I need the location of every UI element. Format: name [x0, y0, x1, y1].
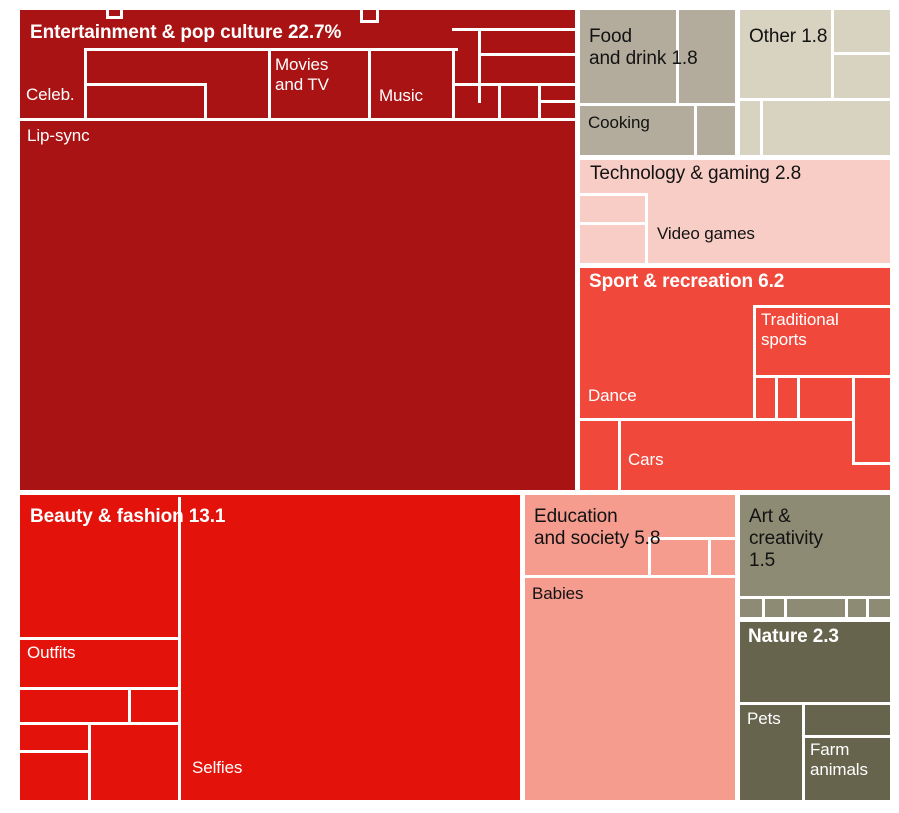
- cell-divider: [84, 83, 207, 86]
- cell-divider: [775, 375, 778, 420]
- cell-divider: [106, 10, 109, 18]
- entertainment-title: Entertainment & pop culture 22.7%: [30, 22, 342, 43]
- selfies-label: Selfies: [192, 758, 243, 777]
- cell-divider: [360, 10, 363, 22]
- cell-divider: [88, 722, 91, 800]
- babies-label: Babies: [532, 584, 584, 603]
- cell-divider: [84, 48, 458, 51]
- group-entertainment-pop-culture: [20, 10, 575, 490]
- cell-divider: [452, 83, 575, 86]
- cell-divider: [802, 702, 805, 800]
- technology-title: Technology & gaming 2.8: [590, 163, 802, 184]
- other-title: Other 1.8: [749, 26, 828, 47]
- cell-divider: [178, 497, 181, 800]
- nature-title: Nature 2.3: [748, 626, 839, 647]
- cell-divider: [753, 305, 756, 420]
- cell-divider: [845, 596, 848, 617]
- food-drink-title: Food and drink 1.8: [589, 26, 698, 70]
- cell-divider: [618, 418, 621, 490]
- cell-divider: [106, 16, 123, 19]
- group-technology-gaming: [580, 160, 890, 263]
- cell-divider: [525, 575, 735, 578]
- group-other: [740, 10, 890, 155]
- cell-divider: [204, 83, 207, 121]
- cell-divider: [648, 537, 735, 540]
- cell-divider: [852, 462, 890, 465]
- cell-divider: [580, 193, 648, 196]
- cell-divider: [368, 48, 371, 121]
- beauty-title: Beauty & fashion 13.1: [30, 506, 226, 527]
- cell-divider: [708, 537, 711, 578]
- cell-divider: [360, 20, 379, 23]
- cell-divider: [740, 98, 890, 101]
- cell-divider: [20, 637, 178, 640]
- cell-divider: [580, 222, 648, 225]
- group-education-society: [525, 495, 735, 800]
- cell-divider: [268, 48, 271, 121]
- education-title: Education and society 5.8: [534, 506, 661, 550]
- cell-divider: [740, 596, 890, 599]
- cell-divider: [120, 10, 123, 18]
- cell-divider: [740, 702, 890, 705]
- group-beauty-fashion: [20, 495, 520, 800]
- cell-divider: [580, 103, 735, 106]
- art-title: Art & creativity 1.5: [749, 506, 823, 572]
- pets-label: Pets: [747, 709, 781, 728]
- group-food-and-drink: [580, 10, 735, 155]
- dance-label: Dance: [588, 386, 637, 405]
- cars-label: Cars: [628, 450, 664, 469]
- sport-title: Sport & recreation 6.2: [589, 271, 785, 292]
- cell-divider: [580, 418, 855, 421]
- group-nature: [740, 622, 890, 800]
- cell-divider: [128, 687, 131, 725]
- cell-divider: [831, 52, 890, 55]
- group-sport-recreation: [580, 268, 890, 490]
- cell-divider: [676, 10, 679, 105]
- farm-animals-label: Farm animals: [810, 740, 868, 779]
- cell-divider: [478, 28, 481, 103]
- music-label: Music: [379, 86, 423, 105]
- cell-divider: [498, 83, 501, 121]
- outfits-label: Outfits: [27, 643, 76, 662]
- cell-divider: [760, 98, 763, 155]
- cooking-label: Cooking: [588, 113, 650, 132]
- cell-divider: [762, 596, 765, 617]
- cell-divider: [753, 375, 890, 378]
- cell-divider: [694, 103, 697, 155]
- cell-divider: [478, 53, 575, 56]
- cell-divider: [376, 10, 379, 22]
- cell-divider: [797, 375, 800, 420]
- cell-divider: [866, 596, 869, 617]
- cell-divider: [538, 100, 575, 103]
- cell-divider: [20, 118, 575, 121]
- cell-divider: [452, 28, 575, 31]
- video-games-label: Video games: [657, 224, 755, 243]
- cell-divider: [20, 750, 88, 753]
- cell-divider: [784, 596, 787, 617]
- cell-divider: [648, 537, 651, 578]
- lipsync-label: Lip-sync: [27, 126, 90, 145]
- celeb-label: Celeb.: [26, 85, 75, 104]
- cell-divider: [831, 10, 834, 100]
- cell-divider: [802, 735, 890, 738]
- cell-divider: [645, 193, 648, 263]
- cell-divider: [20, 687, 178, 690]
- cell-divider: [753, 305, 890, 308]
- movies-tv-label: Movies and TV: [275, 55, 329, 94]
- traditional-sports-label: Traditional sports: [761, 310, 839, 349]
- cell-divider: [20, 722, 178, 725]
